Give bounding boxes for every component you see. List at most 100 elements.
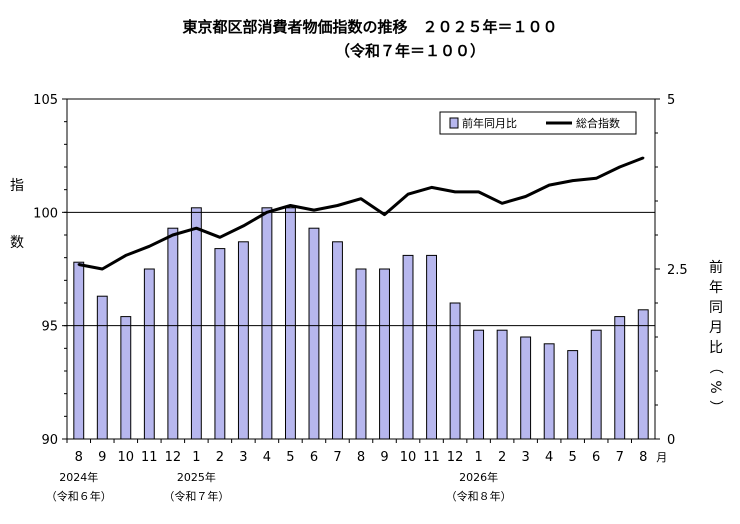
- legend-bar-swatch: [449, 117, 459, 129]
- x-tick-label-10: 6: [310, 450, 318, 465]
- x-tick-label-15: 11: [423, 450, 440, 465]
- era-label-1: （令和７年）: [163, 489, 229, 503]
- line-point-21: [571, 179, 574, 182]
- bar-9: [285, 207, 296, 440]
- month-suffix: 月: [656, 451, 667, 464]
- x-tick-label-4: 12: [165, 450, 182, 465]
- left-tick-label-1: 95: [41, 320, 58, 335]
- line-series: [77, 156, 645, 271]
- bar-6: [214, 248, 226, 440]
- line-point-6: [218, 236, 222, 239]
- right-axis-label-char-0: 前: [709, 259, 723, 276]
- line-path: [78, 156, 644, 271]
- legend-bar-label: 前年同月比: [462, 116, 517, 130]
- right-axis-label-char-1: 年: [709, 280, 723, 296]
- x-tick-label-13: 9: [380, 450, 388, 465]
- bar-2: [120, 316, 132, 440]
- bar-1: [96, 295, 108, 440]
- x-tick-label-11: 7: [333, 450, 341, 465]
- bar-8: [261, 207, 273, 440]
- bar-3: [143, 268, 155, 440]
- right-axis-label-char-7: ）: [707, 400, 723, 414]
- line-point-22: [595, 177, 598, 180]
- line-point-7: [242, 224, 245, 228]
- line-point-15: [430, 186, 433, 189]
- x-tick-label-23: 7: [616, 450, 624, 465]
- line-point-13: [383, 213, 386, 216]
- x-tick-label-16: 12: [447, 450, 464, 465]
- bar-24: [637, 309, 649, 440]
- x-tick-label-19: 3: [521, 450, 529, 465]
- era-label-0: （令和６年）: [46, 489, 112, 503]
- year-label-1: 2025年: [177, 470, 216, 484]
- line-point-12: [359, 197, 363, 200]
- line-point-11: [336, 204, 339, 207]
- x-tick-label-5: 1: [192, 450, 200, 465]
- bar-18: [496, 329, 508, 440]
- chart-subtitle: （令和７年＝１００）: [334, 42, 485, 60]
- line-point-19: [524, 195, 527, 198]
- bar-15: [426, 254, 437, 440]
- left-axis-label-char-0: 指: [10, 178, 24, 194]
- right-axis-label-char-3: 月: [709, 320, 723, 336]
- bar-19: [520, 336, 532, 440]
- line-point-2: [124, 254, 128, 257]
- right-axis-label-char-4: 比: [709, 340, 723, 356]
- right-tick-label-2: 5: [667, 93, 675, 108]
- line-point-9: [289, 204, 292, 207]
- year-label-0: 2024年: [59, 470, 98, 484]
- left-tick-label-0: 90: [41, 433, 58, 448]
- line-point-3: [148, 245, 151, 248]
- right-tick-label-1: 2.5: [667, 263, 688, 278]
- x-tick-label-1: 9: [98, 450, 106, 465]
- legend-line-label: 総合指数: [576, 116, 620, 130]
- bar-13: [379, 268, 390, 440]
- bar-12: [355, 268, 367, 440]
- x-tick-label-17: 1: [474, 450, 482, 465]
- x-tick-label-14: 10: [400, 450, 417, 465]
- right-axis-label-char-2: 同: [709, 300, 723, 316]
- chart-title: 東京都区部消費者物価指数の推移 ２０２５年＝１００: [182, 18, 558, 36]
- bar-11: [332, 241, 343, 440]
- x-tick-label-9: 5: [286, 450, 294, 465]
- x-tick-label-20: 4: [545, 450, 553, 465]
- right-axis-label-char-6: %: [707, 380, 723, 393]
- line-point-20: [547, 183, 551, 187]
- bar-21: [567, 350, 579, 440]
- line-point-8: [265, 211, 269, 214]
- era-label-2: （令和８年）: [446, 489, 512, 503]
- line-point-10: [312, 208, 316, 212]
- line-point-14: [406, 193, 410, 196]
- x-tick-label-0: 8: [75, 450, 83, 465]
- x-tick-label-2: 10: [118, 450, 135, 465]
- bar-4: [167, 227, 179, 440]
- bar-10: [308, 227, 320, 440]
- line-point-24: [642, 156, 645, 160]
- line-point-1: [101, 267, 104, 271]
- line-point-18: [500, 202, 504, 205]
- line-point-0: [77, 263, 80, 266]
- x-tick-label-6: 2: [216, 450, 224, 465]
- line-point-16: [453, 190, 457, 194]
- x-tick-label-7: 3: [239, 450, 247, 465]
- x-tick-label-3: 11: [141, 450, 158, 465]
- reference-lines: [67, 211, 655, 327]
- left-axis-label-char-1: 数: [10, 235, 24, 251]
- bar-14: [402, 254, 414, 440]
- bar-5: [190, 207, 202, 440]
- bar-series: [73, 207, 649, 440]
- bar-16: [449, 302, 461, 440]
- bar-17: [473, 329, 485, 440]
- bar-0: [73, 261, 85, 440]
- left-tick-label-3: 105: [33, 93, 58, 108]
- legend: 前年同月比 総合指数: [439, 111, 637, 135]
- line-point-17: [477, 190, 480, 194]
- bar-22: [590, 329, 602, 440]
- line-point-5: [195, 227, 198, 230]
- right-axis-label-char-5: （: [707, 360, 723, 374]
- bar-20: [543, 343, 555, 440]
- legend-box: [439, 111, 637, 135]
- x-tick-label-8: 4: [263, 450, 271, 465]
- left-tick-label-2: 100: [33, 206, 58, 221]
